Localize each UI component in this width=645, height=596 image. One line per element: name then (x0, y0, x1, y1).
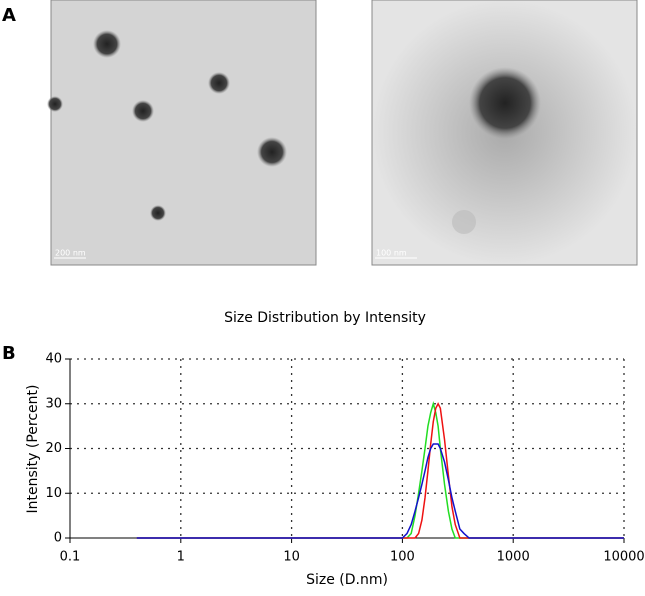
particle (150, 205, 166, 221)
tem-image: 200 nm (47, 0, 317, 266)
particle (469, 67, 541, 139)
x-tick-label: 1 (177, 550, 185, 565)
y-tick-label: 30 (45, 396, 62, 411)
scale-bar-label: 200 nm (55, 249, 86, 258)
x-tick-label: 1000 (497, 550, 530, 565)
series-line (136, 400, 624, 539)
y-tick-label: 0 (54, 531, 62, 546)
particle (47, 96, 63, 112)
particle (208, 72, 230, 94)
x-tick-label: 10 (283, 550, 300, 565)
scale-bar-label: 100 nm (376, 249, 407, 258)
particle (452, 210, 476, 234)
y-tick-label: 40 (45, 352, 62, 367)
chart-title: Size Distribution by Intensity (224, 310, 426, 326)
series-line (136, 443, 624, 539)
y-tick-label: 10 (45, 486, 62, 501)
particle (93, 30, 121, 58)
y-tick-label: 20 (45, 441, 62, 456)
x-axis-label: Size (D.nm) (306, 572, 388, 588)
particle (132, 100, 154, 122)
panel-label: A (2, 5, 16, 26)
x-tick-label: 0.1 (60, 550, 81, 565)
x-tick-label: 100 (390, 550, 415, 565)
series-line (136, 402, 624, 539)
panel-label: B (2, 343, 16, 364)
tem-image: 100 nm (371, 0, 638, 266)
image-frame (50, 0, 317, 266)
x-tick-label: 10000 (603, 550, 644, 565)
y-axis-label: Intensity (Percent) (25, 385, 41, 514)
particle (257, 137, 287, 167)
